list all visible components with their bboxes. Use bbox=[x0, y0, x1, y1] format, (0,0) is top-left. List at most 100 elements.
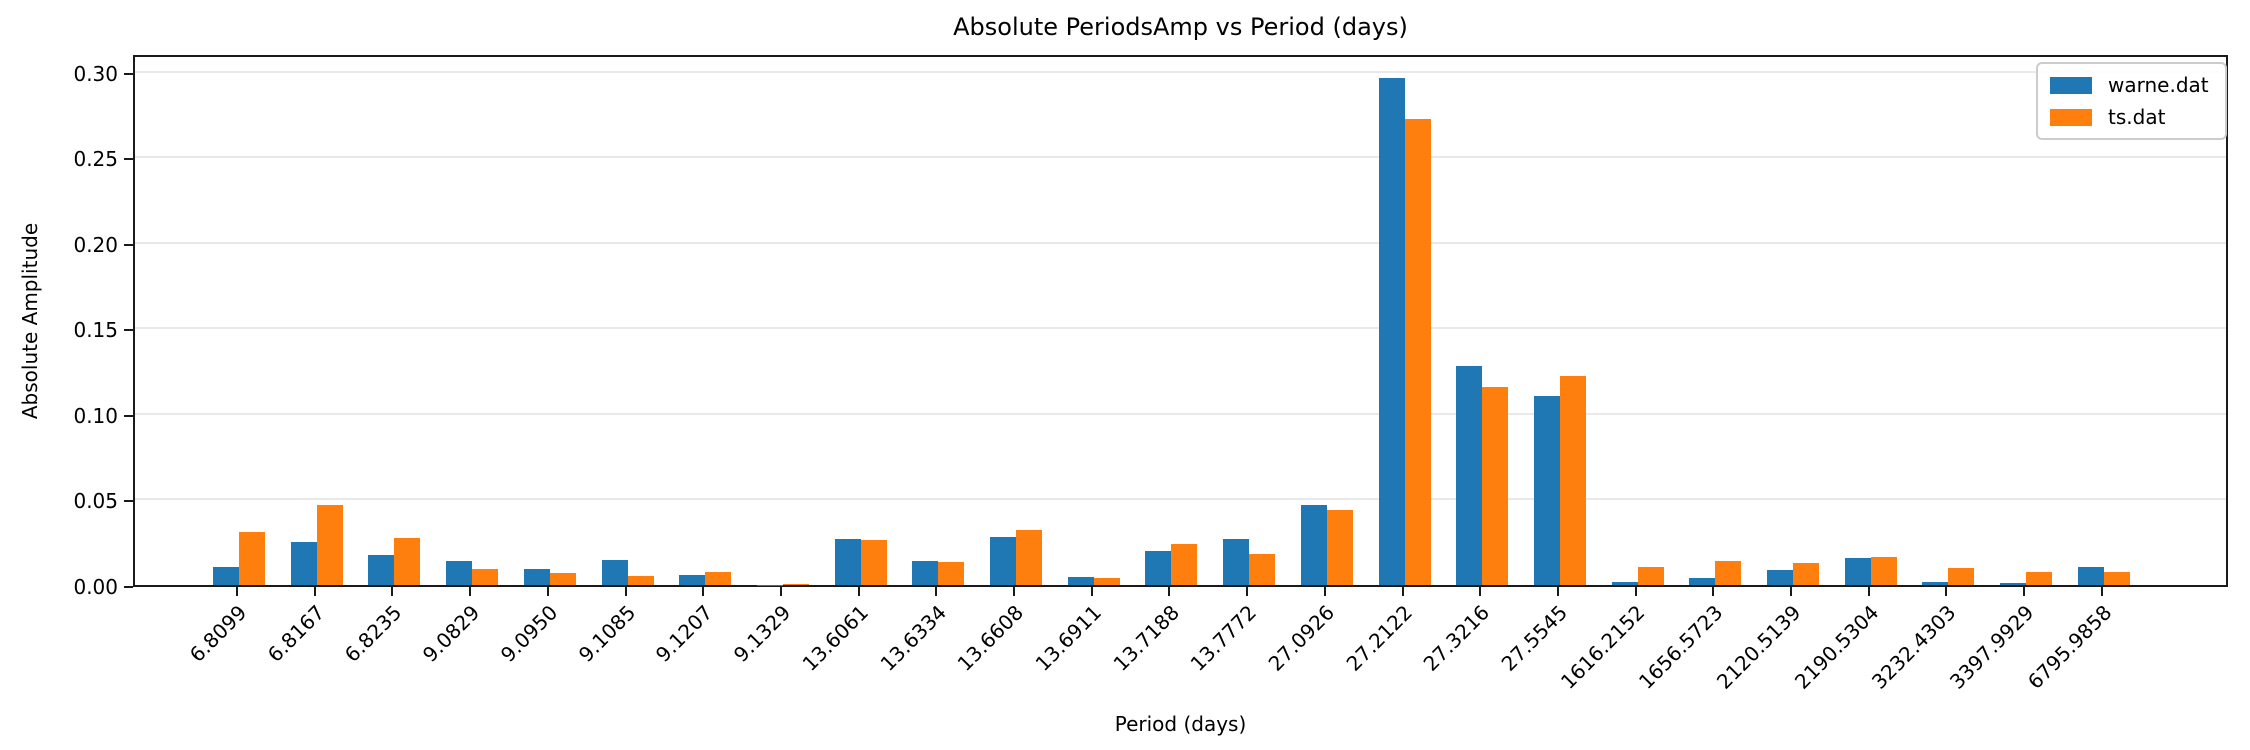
bar-ts.dat-1656.5723 bbox=[1715, 561, 1742, 585]
y-tick-label-0.20: 0.20 bbox=[73, 232, 118, 257]
chart-title: Absolute PeriodsAmp vs Period (days) bbox=[953, 13, 1408, 41]
bar-ts.dat-13.7188 bbox=[1171, 543, 1198, 585]
bar-warne.dat-6795.9858 bbox=[2077, 567, 2104, 585]
bar-warne.dat-9.0829 bbox=[446, 561, 473, 585]
bar-warne.dat-27.0926 bbox=[1300, 505, 1327, 585]
legend: warne.dat ts.dat bbox=[2036, 62, 2227, 140]
x-tick-mark-2120.5139 bbox=[1790, 587, 1792, 596]
x-tick-label-13.6911: 13.6911 bbox=[1030, 600, 1106, 676]
x-tick-mark-13.7772 bbox=[1246, 587, 1249, 596]
x-tick-mark-6.8099 bbox=[236, 587, 238, 596]
x-tick-mark-9.1207 bbox=[702, 587, 705, 596]
x-tick-mark-27.0926 bbox=[1323, 587, 1326, 596]
x-tick-mark-27.3216 bbox=[1479, 587, 1482, 596]
bar-warne.dat-3397.9929 bbox=[2000, 582, 2027, 585]
x-tick-mark-9.0829 bbox=[469, 587, 472, 596]
bar-warne.dat-27.3216 bbox=[1456, 365, 1483, 585]
bar-warne.dat-13.6911 bbox=[1067, 576, 1094, 585]
x-tick-mark-9.1085 bbox=[624, 587, 627, 596]
bar-ts.dat-9.0950 bbox=[549, 572, 576, 585]
x-tick-mark-6795.9858 bbox=[2100, 587, 2103, 596]
y-tick-label-0.15: 0.15 bbox=[73, 318, 118, 343]
bar-ts.dat-27.2122 bbox=[1404, 119, 1431, 585]
x-tick-label-27.0926: 27.0926 bbox=[1263, 600, 1340, 676]
bar-warne.dat-9.1329 bbox=[756, 584, 783, 585]
y-tick-label-0.10: 0.10 bbox=[73, 403, 118, 428]
bar-ts.dat-6.8235 bbox=[394, 537, 421, 585]
y-tick-mark-0.20 bbox=[124, 243, 133, 246]
bar-warne.dat-27.5545 bbox=[1533, 395, 1560, 585]
y-tick-label-0.00: 0.00 bbox=[73, 575, 118, 599]
x-tick-mark-2190.5304 bbox=[1867, 587, 1870, 596]
x-tick-label-27.3216: 27.3216 bbox=[1419, 600, 1495, 676]
bar-warne.dat-13.6608 bbox=[990, 536, 1016, 585]
x-tick-label-9.0950: 9.0950 bbox=[495, 600, 563, 667]
gridline-y-0.10 bbox=[135, 412, 2226, 415]
legend-item-ts.dat: ts.dat bbox=[2050, 105, 2209, 129]
x-tick-label-1656.5723: 1656.5723 bbox=[1634, 600, 1728, 694]
y-tick-mark-0.30 bbox=[124, 72, 133, 75]
x-tick-mark-3232.4303 bbox=[1945, 587, 1948, 596]
y-tick-mark-0.10 bbox=[124, 414, 133, 417]
x-tick-label-27.2122: 27.2122 bbox=[1341, 600, 1417, 676]
bar-ts.dat-13.6334 bbox=[938, 562, 965, 585]
bar-ts.dat-9.0829 bbox=[472, 568, 499, 585]
x-tick-mark-1656.5723 bbox=[1712, 587, 1715, 596]
bar-ts.dat-27.3216 bbox=[1482, 387, 1509, 585]
bar-warne.dat-6.8099 bbox=[213, 566, 239, 585]
bar-warne.dat-27.2122 bbox=[1378, 78, 1405, 585]
bar-warne.dat-13.7188 bbox=[1145, 551, 1172, 585]
bar-ts.dat-6.8099 bbox=[239, 531, 265, 585]
x-tick-mark-6.8235 bbox=[391, 587, 394, 596]
bar-warne.dat-9.1207 bbox=[679, 575, 706, 585]
bar-ts.dat-13.6911 bbox=[1093, 578, 1120, 585]
gridline-y-0.30 bbox=[135, 70, 2226, 73]
bar-warne.dat-9.1085 bbox=[601, 559, 628, 585]
bar-ts.dat-9.1329 bbox=[782, 583, 809, 585]
legend-label: ts.dat bbox=[2108, 105, 2166, 129]
bar-ts.dat-3232.4303 bbox=[1948, 567, 1975, 585]
y-tick-label-0.30: 0.30 bbox=[73, 61, 118, 86]
y-tick-mark-0.05 bbox=[124, 500, 133, 503]
x-tick-mark-27.2122 bbox=[1401, 587, 1404, 596]
x-tick-label-6.8235: 6.8235 bbox=[340, 600, 407, 667]
bar-warne.dat-1616.2152 bbox=[1611, 582, 1638, 585]
legend-swatch-icon bbox=[2050, 108, 2092, 126]
x-tick-label-2120.5139: 2120.5139 bbox=[1711, 600, 1806, 694]
x-tick-label-9.1207: 9.1207 bbox=[651, 600, 718, 667]
bar-warne.dat-3232.4303 bbox=[1922, 581, 1949, 585]
bar-ts.dat-6795.9858 bbox=[2103, 571, 2130, 585]
x-tick-labels: 6.8099 6.8167 6.8235 9.0829 9.0950 9.1085 9.12… bbox=[0, 600, 2250, 711]
legend-item-warne.dat: warne.dat bbox=[2050, 73, 2209, 97]
x-tick-mark-9.0950 bbox=[546, 587, 549, 596]
x-tick-mark-13.6061 bbox=[857, 587, 860, 596]
y-tick-mark-0.15 bbox=[124, 329, 133, 332]
bar-ts.dat-13.6061 bbox=[860, 539, 887, 585]
x-tick-label-13.6608: 13.6608 bbox=[952, 600, 1029, 676]
x-tick-label-13.6061: 13.6061 bbox=[797, 600, 873, 676]
x-tick-mark-1616.2152 bbox=[1634, 587, 1637, 596]
bar-warne.dat-2120.5139 bbox=[1767, 570, 1793, 585]
x-tick-label-27.5545: 27.5545 bbox=[1496, 600, 1573, 676]
bar-warne.dat-13.6334 bbox=[912, 561, 939, 585]
bar-ts.dat-27.0926 bbox=[1326, 509, 1353, 585]
bar-ts.dat-9.1085 bbox=[627, 576, 654, 585]
bar-ts.dat-9.1207 bbox=[705, 571, 732, 585]
plot-area bbox=[133, 55, 2228, 587]
legend-label: warne.dat bbox=[2108, 73, 2209, 97]
bar-warne.dat-13.7772 bbox=[1223, 538, 1250, 585]
y-tick-label-0.05: 0.05 bbox=[73, 489, 118, 514]
bar-warne.dat-9.0950 bbox=[523, 569, 550, 585]
y-tick-mark-0.25 bbox=[124, 158, 133, 161]
x-tick-label-6795.9858: 6795.9858 bbox=[2022, 600, 2117, 694]
bar-ts.dat-2190.5304 bbox=[1870, 557, 1897, 585]
bar-ts.dat-13.6608 bbox=[1016, 530, 1042, 585]
bar-warne.dat-6.8167 bbox=[290, 542, 317, 585]
x-tick-mark-13.6334 bbox=[935, 587, 938, 596]
x-tick-label-9.1329: 9.1329 bbox=[728, 600, 796, 667]
gridline-y-0.15 bbox=[135, 327, 2226, 330]
x-tick-label-13.6334: 13.6334 bbox=[875, 600, 951, 676]
gridline-y-0.20 bbox=[135, 241, 2226, 244]
x-tick-mark-9.1329 bbox=[779, 587, 782, 596]
